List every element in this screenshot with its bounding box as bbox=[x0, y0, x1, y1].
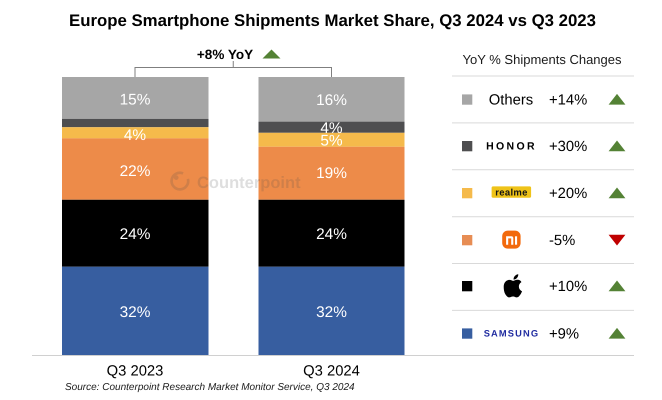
svg-text:SAMSUNG: SAMSUNG bbox=[484, 329, 540, 339]
svg-text:4%: 4% bbox=[320, 120, 343, 137]
svg-text:15%: 15% bbox=[120, 92, 151, 109]
svg-text:Q3 2024: Q3 2024 bbox=[303, 364, 360, 380]
svg-text:4%: 4% bbox=[124, 127, 147, 144]
svg-text:-5%: -5% bbox=[549, 233, 575, 249]
svg-text:5%: 5% bbox=[320, 132, 343, 149]
svg-text:YoY % Shipments Changes: YoY % Shipments Changes bbox=[463, 52, 622, 67]
svg-text:+14%: +14% bbox=[549, 93, 587, 109]
svg-text:HONOR: HONOR bbox=[486, 141, 537, 153]
svg-text:24%: 24% bbox=[316, 226, 347, 243]
svg-text:32%: 32% bbox=[316, 304, 347, 321]
svg-text:+30%: +30% bbox=[549, 139, 587, 155]
svg-text:22%: 22% bbox=[120, 163, 151, 180]
svg-text:24%: 24% bbox=[120, 226, 151, 243]
svg-text:19%: 19% bbox=[316, 165, 347, 182]
svg-text:16%: 16% bbox=[316, 92, 347, 109]
svg-text:+8% YoY: +8% YoY bbox=[197, 47, 253, 62]
svg-text:32%: 32% bbox=[120, 304, 151, 321]
svg-text:+10%: +10% bbox=[549, 279, 587, 295]
svg-text:Counterpoint: Counterpoint bbox=[197, 174, 301, 192]
svg-text:Europe Smartphone Shipments Ma: Europe Smartphone Shipments Market Share… bbox=[69, 11, 596, 30]
svg-text:Q3 2023: Q3 2023 bbox=[107, 364, 164, 380]
svg-text:+9%: +9% bbox=[549, 327, 579, 343]
svg-text:Others: Others bbox=[489, 93, 533, 109]
svg-text:Source: Counterpoint Research: Source: Counterpoint Research Market Mon… bbox=[65, 382, 355, 393]
svg-text:+20%: +20% bbox=[549, 186, 587, 202]
svg-text:realme: realme bbox=[495, 187, 527, 198]
